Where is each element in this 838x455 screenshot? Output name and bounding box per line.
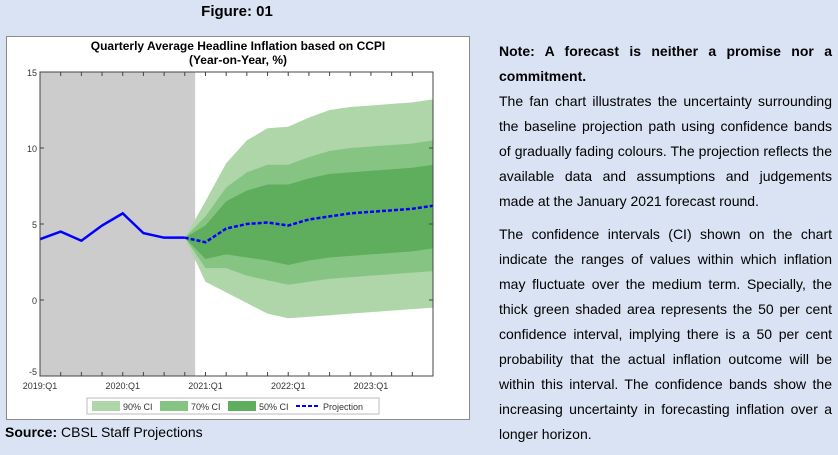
chart-title: Quarterly Average Headline Inflation bas… bbox=[91, 39, 386, 53]
source-note: Source: CBSL Staff Projections bbox=[5, 424, 203, 440]
legend-label: 50% CI bbox=[259, 402, 289, 412]
y-tick-label: -5 bbox=[29, 367, 37, 377]
legend-label: 70% CI bbox=[191, 402, 221, 412]
fan-chart: Quarterly Average Headline Inflation bas… bbox=[23, 39, 434, 415]
y-tick-label: 15 bbox=[27, 68, 37, 78]
x-tick-label: 2021:Q1 bbox=[188, 381, 223, 391]
x-tick-label: 2019:Q1 bbox=[23, 381, 58, 391]
source-label: Source: bbox=[5, 424, 58, 440]
figure-label: Figure: 01 bbox=[201, 3, 273, 20]
chart-container: Quarterly Average Headline Inflation bas… bbox=[6, 36, 470, 420]
history-shade bbox=[40, 72, 196, 376]
note-paragraph-1: The fan chart illustrates the uncertaint… bbox=[499, 93, 832, 209]
x-tick-label: 2020:Q1 bbox=[105, 381, 140, 391]
legend-swatch-90-ci bbox=[92, 401, 120, 411]
y-tick-label: 5 bbox=[32, 220, 37, 230]
y-tick-label: 0 bbox=[32, 296, 37, 306]
y-tick-label: 10 bbox=[27, 144, 37, 154]
note-panel: Note: A forecast is neither a promise no… bbox=[499, 39, 832, 455]
source-text: CBSL Staff Projections bbox=[61, 424, 203, 440]
x-tick-label: 2023:Q1 bbox=[354, 381, 389, 391]
chart-subtitle: (Year-on-Year, %) bbox=[189, 53, 287, 67]
legend-label: Projection bbox=[323, 402, 363, 412]
legend-label: 90% CI bbox=[123, 402, 153, 412]
legend-swatch-50-ci bbox=[228, 401, 256, 411]
note-heading: Note: A forecast is neither a promise no… bbox=[499, 43, 832, 84]
x-tick-label: 2022:Q1 bbox=[271, 381, 306, 391]
actual-line bbox=[39, 211, 185, 243]
note-paragraph-2: The confidence intervals (CI) shown on t… bbox=[499, 226, 832, 442]
legend-swatch-70-ci bbox=[160, 401, 188, 411]
band-50-ci bbox=[184, 164, 433, 266]
projection-line bbox=[184, 204, 434, 244]
